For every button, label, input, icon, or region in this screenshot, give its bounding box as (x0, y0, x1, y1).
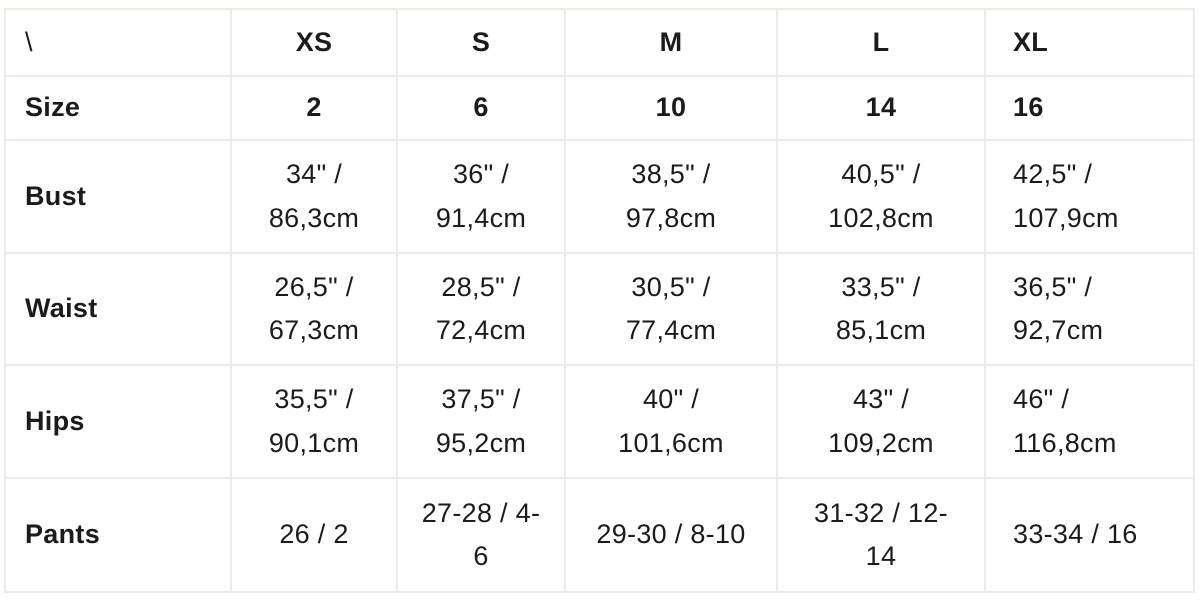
size-value-xl: 16 (984, 75, 1195, 141)
hips-value-s: 37,5" / 95,2cm (396, 364, 566, 479)
corner-cell: \ (4, 8, 232, 77)
hips-value-l: 43" / 109,2cm (776, 364, 986, 479)
pants-row: Pants 26 / 2 27-28 / 4- 6 29-30 / 8-10 3… (4, 477, 1195, 593)
waist-value-l: 33,5" / 85,1cm (776, 252, 986, 366)
pants-value-xs: 26 / 2 (230, 477, 398, 593)
hips-value-m: 40" / 101,6cm (564, 364, 778, 479)
column-header-xl: XL (984, 8, 1195, 77)
row-label-size: Size (4, 75, 232, 141)
pants-value-l: 31-32 / 12- 14 (776, 477, 986, 593)
column-header-s: S (396, 8, 566, 77)
waist-value-m: 30,5" / 77,4cm (564, 252, 778, 366)
bust-row: Bust 34" / 86,3cm 36" / 91,4cm 38,5" / 9… (4, 139, 1195, 254)
bust-value-l: 40,5" / 102,8cm (776, 139, 986, 254)
pants-value-xl: 33-34 / 16 (984, 477, 1195, 593)
column-header-xs: XS (230, 8, 398, 77)
size-chart-table: \ XS S M L XL Size 2 6 10 14 16 Bust 34"… (4, 8, 1195, 593)
waist-value-xs: 26,5" / 67,3cm (230, 252, 398, 366)
waist-value-s: 28,5" / 72,4cm (396, 252, 566, 366)
bust-value-xs: 34" / 86,3cm (230, 139, 398, 254)
row-label-bust: Bust (4, 139, 232, 254)
column-header-m: M (564, 8, 778, 77)
waist-value-xl: 36,5" / 92,7cm (984, 252, 1195, 366)
size-row: Size 2 6 10 14 16 (4, 75, 1195, 141)
bust-value-xl: 42,5" / 107,9cm (984, 139, 1195, 254)
hips-value-xl: 46" / 116,8cm (984, 364, 1195, 479)
row-label-hips: Hips (4, 364, 232, 479)
column-header-l: L (776, 8, 986, 77)
bust-value-m: 38,5" / 97,8cm (564, 139, 778, 254)
header-row: \ XS S M L XL (4, 8, 1195, 77)
row-label-pants: Pants (4, 477, 232, 593)
row-label-waist: Waist (4, 252, 232, 366)
size-value-m: 10 (564, 75, 778, 141)
size-value-s: 6 (396, 75, 566, 141)
pants-value-m: 29-30 / 8-10 (564, 477, 778, 593)
size-value-l: 14 (776, 75, 986, 141)
pants-value-s: 27-28 / 4- 6 (396, 477, 566, 593)
size-value-xs: 2 (230, 75, 398, 141)
waist-row: Waist 26,5" / 67,3cm 28,5" / 72,4cm 30,5… (4, 252, 1195, 366)
hips-value-xs: 35,5" / 90,1cm (230, 364, 398, 479)
hips-row: Hips 35,5" / 90,1cm 37,5" / 95,2cm 40" /… (4, 364, 1195, 479)
bust-value-s: 36" / 91,4cm (396, 139, 566, 254)
